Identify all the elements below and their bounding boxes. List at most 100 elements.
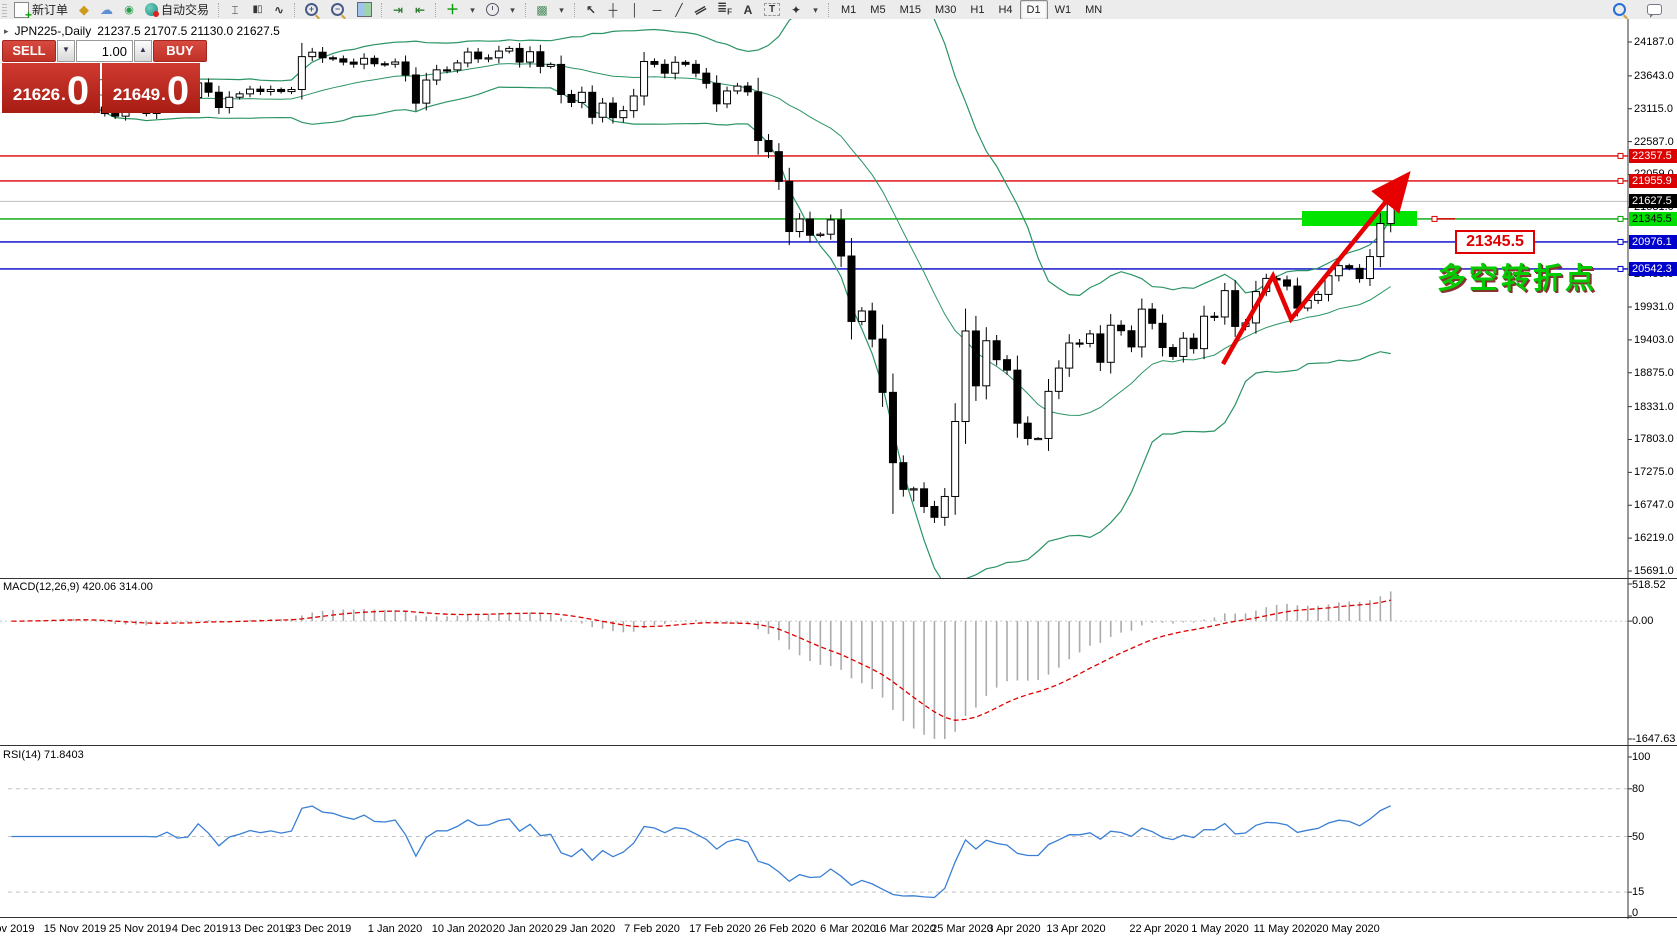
zoom-out-button[interactable]: − [326,0,352,20]
buy-price-dot: . [161,85,166,104]
new-order-icon [14,1,32,22]
price-tick-label: 18875.0 [1634,366,1674,379]
macd-scale-min: -1647.63 [1632,733,1676,745]
resistance-line-2-price-label: 21955.9 [1629,173,1677,188]
crosshair-button[interactable]: ┼ [602,0,624,20]
text-button[interactable]: A [737,0,759,20]
price-callout-label[interactable]: 21345.5 [1455,230,1535,254]
horizontal-line-button[interactable]: ─ [646,0,668,20]
buy-button[interactable]: BUY [153,40,207,62]
template-icon: ▾ [559,4,564,15]
macd-indicator-panel[interactable]: MACD(12,26,9) 420.06 314.00 518.52 0.00 -1… [0,579,1677,747]
new-order-button[interactable]: 新订单 [9,0,73,22]
price-tick-label: 18331.0 [1634,400,1674,413]
date-label: 17 Feb 2020 [689,923,751,935]
autoscroll-button[interactable]: ⇥ [387,0,409,20]
volume-input[interactable] [76,40,133,62]
buy-price-box[interactable]: 21649 . 0 [102,63,200,113]
timeframe-d1-button[interactable]: D1 [1019,0,1048,20]
date-label: 29 Jan 2020 [554,923,616,935]
arrows-icon: ▾ [813,4,818,15]
periods-button[interactable] [481,0,504,20]
candlestick-button[interactable]: ▮▯ [246,0,268,20]
chat-button[interactable] [1642,0,1667,20]
sell-price-main: 21626 [12,85,61,104]
fibonacci-button[interactable]: ≣F [712,0,737,20]
date-label: 22 Apr 2020 [1129,923,1189,935]
sell-price-dot: . [61,85,66,104]
date-label: Nov 2019 [0,923,35,935]
trendline-icon: ╱ [675,2,683,17]
timeframe-m1-button[interactable]: M1 [841,3,857,16]
cursor-icon: ↖ [586,2,597,17]
indicators-icon: ▾ [470,4,475,15]
tile-windows-button[interactable] [352,0,377,20]
chart-shift-button[interactable]: ⇤ [409,0,431,20]
periods-dropdown[interactable]: ▾ [504,0,521,20]
volume-increase-button[interactable]: ▲ [134,40,152,62]
timeframe-w1-button[interactable]: W1 [1054,3,1072,16]
date-label: 25 Mar 2020 [931,923,993,935]
line-chart-button[interactable]: ∿ [268,0,290,20]
community-icon-button[interactable]: ☁ [95,0,118,20]
vertical-line-button[interactable]: │ [624,0,646,20]
indicators-dropdown[interactable]: ▾ [464,0,481,20]
indicators-icon: ＋ [446,1,460,17]
timeframe-m15-button[interactable]: M15 [899,3,921,16]
price-tick-label: 15691.0 [1634,565,1674,577]
indicators-button[interactable]: ＋ [441,0,464,20]
rsi-scale-15: 15 [1632,886,1645,899]
channel-button[interactable]: ∥ [690,0,712,20]
periods-icon [486,3,500,16]
text-label-button[interactable]: T [759,0,785,20]
price-tick-label: 19931.0 [1634,300,1674,313]
timeframe-toolbar: M1 M5 M15 M30 H1 H4 D1 W1 MN [834,0,1109,20]
timeframe-m5-button[interactable]: M5 [870,3,886,16]
zoom-in-button[interactable]: + [300,0,326,20]
zoom-out-icon: − [331,3,345,16]
rsi-scale-100: 100 [1632,751,1651,763]
toolbar-grip[interactable] [2,2,7,17]
sell-price-pip: 0 [66,69,90,113]
cursor-button[interactable]: ↖ [580,0,602,20]
signal-icon-button[interactable]: ◉ [118,0,140,20]
periods-icon: ▾ [510,4,515,15]
signal-icon-icon: ◉ [124,3,134,16]
timeframe-m30-button[interactable]: M30 [934,3,957,16]
fibonacci-icon: ≣F [717,0,732,17]
template-button[interactable]: ▩ [531,0,553,20]
main-chart-panel[interactable]: ▸ JPN225-,Daily 21237.5 21707.5 21130.0 … [0,19,1677,579]
chart-window-title: ▸ JPN225-,Daily 21237.5 21707.5 21130.0 … [4,24,280,38]
arrows-icon: ✦ [790,2,802,17]
date-label: 15 Nov 2019 [43,923,107,935]
tile-windows-icon [357,2,373,17]
macd-title: MACD(12,26,9) 420.06 314.00 [3,581,153,593]
sell-button[interactable]: SELL [2,40,56,62]
template-dropdown[interactable]: ▾ [553,0,570,20]
trendline-button[interactable]: ╱ [668,0,690,20]
support-line-green-price-label: 21345.5 [1629,211,1677,226]
timeframe-h1-button[interactable]: H1 [970,3,985,16]
arrows-button[interactable]: ✦ [785,0,807,20]
rsi-title: RSI(14) 71.8403 [3,749,84,761]
template-icon: ▩ [536,2,548,17]
channel-icon: ∥ [693,3,709,16]
date-label: 25 Nov 2019 [108,923,172,935]
timeframe-h4-button[interactable]: H4 [998,3,1013,16]
date-label: 1 Jan 2020 [367,923,423,935]
chat-icon [1647,4,1662,18]
autotrading-button[interactable]: 自动交易 [140,0,214,20]
toolbar-separator [435,2,437,17]
main-chart-canvas[interactable] [0,19,1677,579]
rsi-indicator-panel[interactable]: RSI(14) 71.8403 100 80 50 15 0 [0,747,1677,919]
sell-price-box[interactable]: 21626 . 0 [2,63,100,113]
search-button[interactable] [1608,0,1634,20]
volume-decrease-button[interactable]: ▼ [57,40,75,62]
candlestick-icon: ▮▯ [252,3,263,15]
bar-chart-button[interactable]: ⌶ [224,0,246,20]
metaquotes-icon-button[interactable]: ◆ [73,0,95,20]
timeframe-mn-button[interactable]: MN [1085,3,1103,16]
arrows-dropdown[interactable]: ▾ [807,0,824,20]
